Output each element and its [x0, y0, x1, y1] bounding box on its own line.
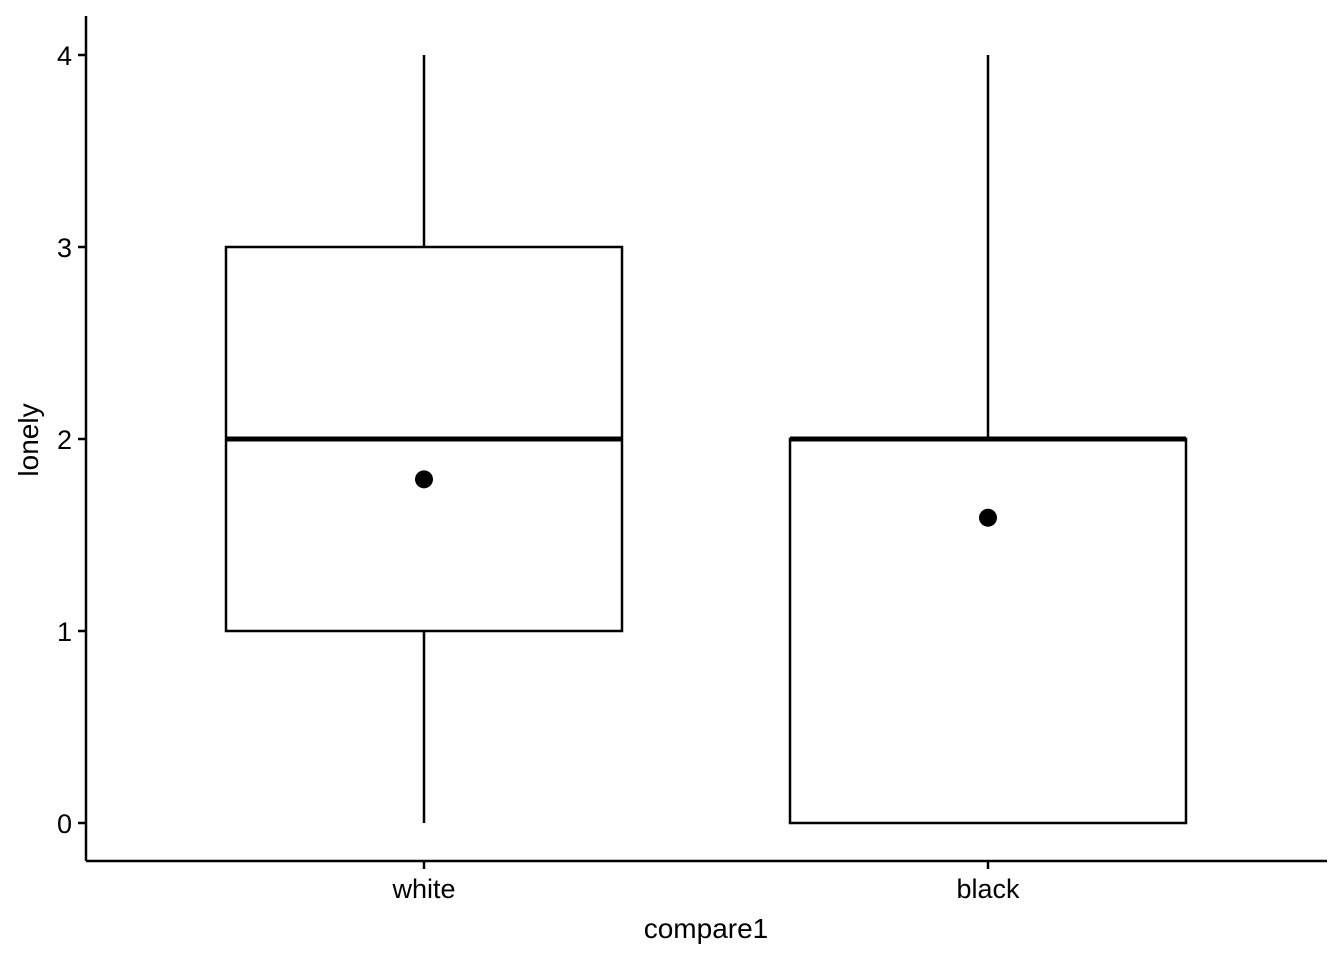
- y-tick-label: 4: [57, 41, 72, 71]
- axes-layer: 0 1 2 3 4 white black: [57, 16, 1327, 904]
- x-tick-label: white: [391, 874, 455, 904]
- box-black: [788, 55, 1188, 825]
- marks-layer: [224, 55, 1188, 825]
- y-tick-label: 1: [57, 617, 72, 647]
- box-iqr: [788, 437, 1188, 825]
- x-axis-title: compare1: [644, 913, 769, 944]
- mean-point: [979, 508, 997, 527]
- y-tick-label: 2: [57, 425, 72, 455]
- mean-point: [415, 470, 433, 489]
- y-axis-title: lonely: [13, 403, 44, 476]
- box-white: [224, 55, 624, 823]
- y-tick-label: 0: [57, 809, 72, 839]
- y-tick-label: 3: [57, 233, 72, 263]
- x-tick-label: black: [956, 874, 1020, 904]
